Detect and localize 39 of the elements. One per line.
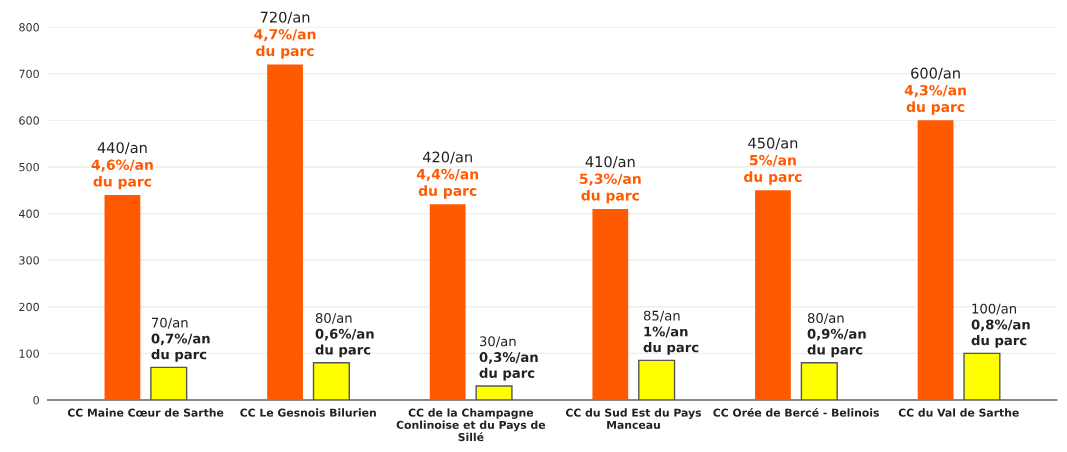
bar xyxy=(800,362,838,401)
data-label: 80/an 0,9%/an du parc xyxy=(807,312,866,358)
x-tick-label: CC Orée de Bercé - Belinois xyxy=(713,407,879,417)
bar xyxy=(267,64,303,401)
y-tick-label: 400 xyxy=(19,209,39,218)
data-label: 410/an 5,3%/an du parc xyxy=(579,156,641,204)
y-tick-label: 800 xyxy=(19,23,39,32)
bar xyxy=(592,208,629,401)
bar xyxy=(638,359,676,401)
bar xyxy=(963,352,1001,401)
data-label: 440/an 4,6%/an du parc xyxy=(91,142,153,190)
data-label: 30/an 0,3%/an du parc xyxy=(479,336,538,381)
data-label: 720/an 4,7%/an du parc xyxy=(254,11,316,59)
x-tick-label: CC Le Gesnois Bilurien xyxy=(240,408,376,417)
data-label: 600/an 4,3%/an du parc xyxy=(904,67,966,115)
bar xyxy=(755,190,791,401)
bar xyxy=(312,362,350,401)
x-tick-label: CC Maine Cœur de Sarthe xyxy=(67,408,224,417)
x-tick-label: CC du Sud Est du Pays Manceau xyxy=(565,408,702,429)
y-tick-label: 700 xyxy=(19,69,39,79)
bar xyxy=(429,204,466,401)
data-label: 100/an 0,8%/an du parc xyxy=(971,303,1030,348)
data-label: 85/an 1%/an du parc xyxy=(643,310,699,355)
y-tick-label: 300 xyxy=(19,256,39,265)
data-label: 450/an 5%/an du parc xyxy=(744,137,802,185)
data-label: 70/an 0,7%/an du parc xyxy=(151,317,210,362)
data-label: 420/an 4,4%/an du parc xyxy=(416,151,479,199)
y-tick-label: 500 xyxy=(19,162,39,172)
bar xyxy=(917,120,954,401)
bar xyxy=(150,366,188,401)
data-label: 80/an 0,6%/an du parc xyxy=(315,312,374,358)
bar xyxy=(104,194,141,401)
x-tick-label: CC du Val de Sarthe xyxy=(898,408,1019,417)
bar xyxy=(475,385,513,401)
y-tick-label: 100 xyxy=(19,349,39,358)
y-tick-label: 0 xyxy=(33,395,39,405)
y-tick-label: 200 xyxy=(19,302,39,312)
y-tick-label: 600 xyxy=(19,116,39,125)
x-tick-label: CC de la Champagne Conlinoise et du Pays de Sillé xyxy=(396,408,546,442)
